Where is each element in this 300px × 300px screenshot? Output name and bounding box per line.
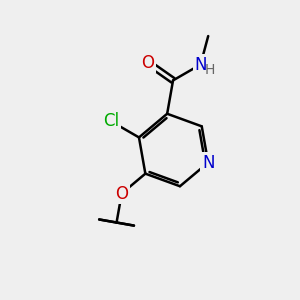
Text: O: O: [141, 54, 154, 72]
Text: N: N: [194, 56, 207, 74]
Text: N: N: [202, 154, 214, 172]
Text: O: O: [115, 184, 128, 202]
Text: Cl: Cl: [103, 112, 119, 130]
Text: H: H: [205, 62, 215, 76]
